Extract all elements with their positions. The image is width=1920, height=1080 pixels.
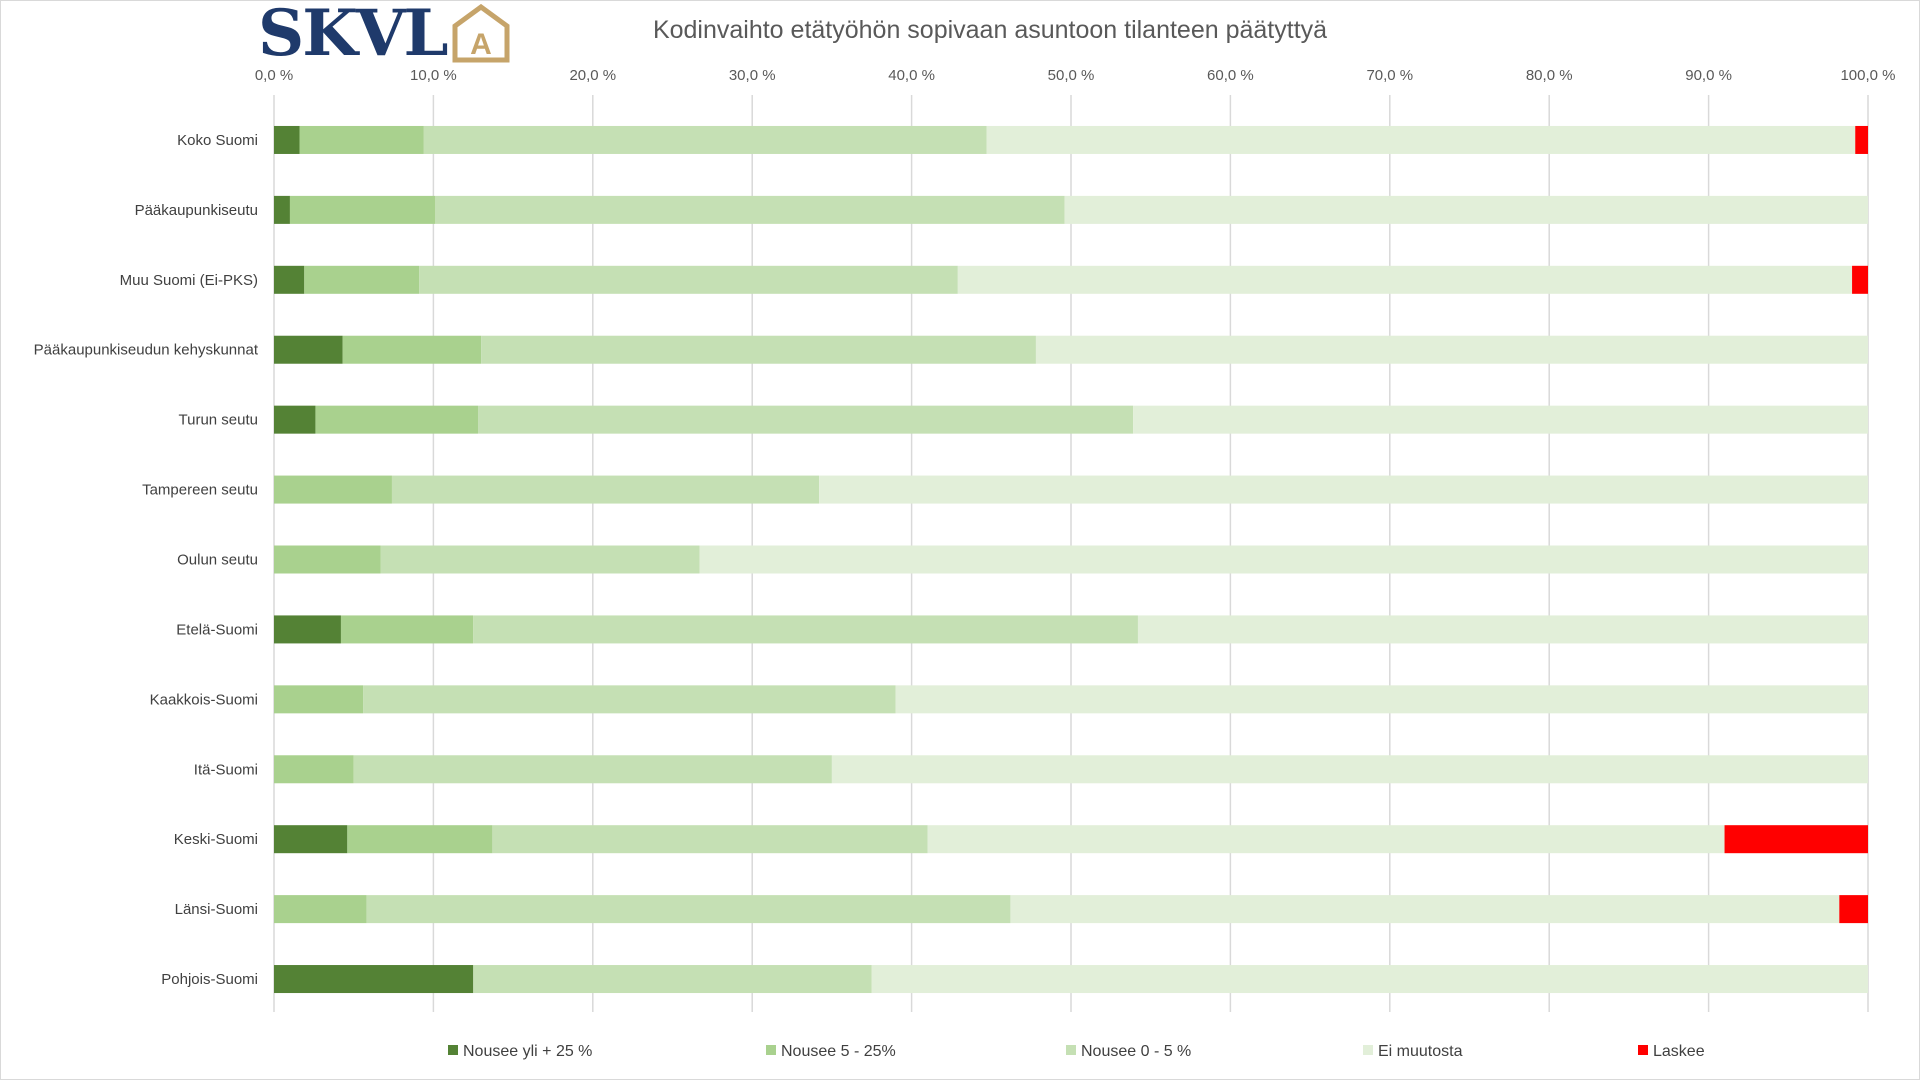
bar-segment: [986, 125, 1856, 154]
legend-label: Ei muutosta: [1378, 1043, 1463, 1060]
x-tick-label: 30,0 %: [729, 67, 776, 84]
chart-title: Kodinvaihto etätyöhön sopivaan asuntoon …: [652, 16, 1328, 44]
bar-segment: [315, 405, 479, 434]
legend-swatch: [1638, 1045, 1648, 1055]
bar-segment: [274, 825, 348, 854]
bar-segment: [478, 405, 1134, 434]
bar-segment: [699, 545, 1868, 574]
bar-segment: [274, 755, 354, 784]
bar-segment: [274, 965, 474, 994]
bar-segment: [957, 265, 1853, 294]
category-label: Länsi-Suomi: [175, 901, 258, 918]
bar-segment: [274, 685, 364, 714]
x-tick-label: 60,0 %: [1207, 67, 1254, 84]
legend-label: Nousee 5 - 25%: [781, 1043, 896, 1060]
x-tick-label: 80,0 %: [1526, 67, 1573, 84]
bar-segment: [274, 125, 300, 154]
category-label: Pohjois-Suomi: [161, 971, 258, 988]
legend-label: Nousee yli + 25 %: [463, 1043, 592, 1060]
logo-mark-letter: A: [470, 28, 492, 61]
bar-segment: [274, 265, 305, 294]
bar-segment: [423, 125, 987, 154]
bar-segment: [274, 195, 290, 224]
bar-segment: [419, 265, 958, 294]
category-label: Koko Suomi: [177, 132, 258, 149]
bar-segment: [492, 825, 928, 854]
bar-segment: [274, 615, 341, 644]
bar-segment: [481, 335, 1036, 364]
x-axis-ticks: 0,0 % 10,0 % 20,0 % 30,0 % 40,0 % 50,0 % 60,0 …: [255, 67, 1896, 84]
bar-segment: [1133, 405, 1868, 434]
bar-segment: [363, 685, 896, 714]
bar-segment: [347, 825, 493, 854]
x-tick-label: 40,0 %: [888, 67, 935, 84]
bar-segment: [274, 895, 367, 924]
x-tick-label: 0,0 %: [255, 67, 293, 84]
bar-segment: [289, 195, 435, 224]
category-label: Oulun seutu: [177, 552, 258, 569]
bar-segment: [391, 475, 820, 504]
bar-segment: [1852, 265, 1868, 294]
bar-segment: [473, 965, 872, 994]
bar-segment: [473, 615, 1138, 644]
bar-segment: [871, 965, 1868, 994]
bar-segment: [274, 545, 381, 574]
category-label: Tampereen seutu: [142, 482, 258, 499]
bar-segment: [274, 405, 316, 434]
x-tick-label: 90,0 %: [1685, 67, 1732, 84]
bar-segment: [1724, 825, 1868, 854]
legend-label: Nousee 0 - 5 %: [1081, 1043, 1191, 1060]
bar-segment: [380, 545, 700, 574]
bar-segment: [274, 475, 392, 504]
category-label: Pääkaupunkiseutu: [135, 202, 258, 219]
x-tick-label: 20,0 %: [569, 67, 616, 84]
category-label: Kaakkois-Suomi: [150, 691, 258, 708]
legend-swatch: [1363, 1045, 1373, 1055]
bar-segment: [1839, 895, 1868, 924]
bar-segment: [366, 895, 1011, 924]
bar-segment: [434, 195, 1065, 224]
house-logo-icon: A: [452, 4, 509, 63]
bar-segment: [895, 685, 1868, 714]
x-tick-label: 70,0 %: [1366, 67, 1413, 84]
bar-segment: [299, 125, 424, 154]
bar-segment: [1035, 335, 1868, 364]
bar-segment: [340, 615, 474, 644]
bar-segment: [927, 825, 1725, 854]
bar-segment: [353, 755, 832, 784]
bar-segment: [819, 475, 1869, 504]
category-label: Itä-Suomi: [194, 761, 258, 778]
legend-swatch: [448, 1045, 458, 1055]
bar-segment: [304, 265, 420, 294]
category-label: Muu Suomi (Ei-PKS): [120, 272, 258, 289]
category-label: Turun seutu: [179, 412, 259, 429]
category-label: Keski-Suomi: [174, 831, 258, 848]
bar-segment: [1137, 615, 1868, 644]
x-tick-label: 50,0 %: [1048, 67, 1095, 84]
bar-segment: [1855, 125, 1868, 154]
x-tick-label: 10,0 %: [410, 67, 457, 84]
bar-segment: [1010, 895, 1840, 924]
bar-segment: [342, 335, 482, 364]
bar-segment: [831, 755, 1868, 784]
bar-segment: [1064, 195, 1868, 224]
legend: Nousee yli + 25 % Nousee 5 - 25% Nousee 0 …: [448, 1043, 1705, 1060]
logo-text: SKVL: [258, 0, 448, 71]
category-labels: Koko Suomi Pääkaupunkiseutu Muu Suomi (Ei-…: [34, 132, 259, 988]
bars: [274, 125, 1869, 994]
category-label: Pääkaupunkiseudun kehyskunnat: [34, 342, 259, 359]
legend-swatch: [1066, 1045, 1076, 1055]
legend-swatch: [766, 1045, 776, 1055]
bar-segment: [274, 335, 343, 364]
x-tick-label: 100,0 %: [1840, 67, 1895, 84]
legend-label: Laskee: [1653, 1043, 1705, 1060]
skvl-logo: SKVL A: [258, 2, 511, 66]
category-label: Etelä-Suomi: [176, 621, 258, 638]
